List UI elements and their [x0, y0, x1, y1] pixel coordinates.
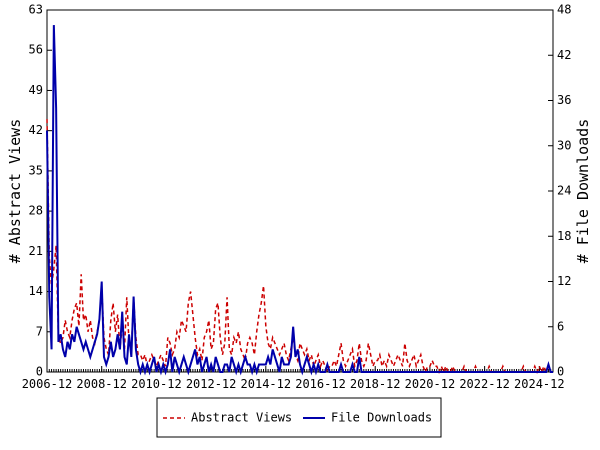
x-tick-label: 2006-12 — [22, 377, 73, 391]
y-tick-label: 14 — [29, 284, 43, 298]
y2-axis-title: # File Downloads — [574, 119, 592, 264]
legend-label: File Downloads — [331, 411, 432, 425]
x-tick-label: 2014-12 — [241, 377, 292, 391]
y-tick-label: 63 — [29, 3, 43, 17]
y2-tick-label: 36 — [557, 93, 571, 107]
x-tick-label: 2016-12 — [295, 377, 346, 391]
legend-label: Abstract Views — [191, 411, 292, 425]
y-tick-label: 28 — [29, 204, 43, 218]
y2-tick-label: 12 — [557, 274, 571, 288]
y2-tick-label: 48 — [557, 3, 571, 17]
y2-tick-label: 0 — [557, 365, 564, 379]
y-tick-label: 35 — [29, 163, 43, 177]
y2-tick-label: 30 — [557, 138, 571, 152]
x-tick-label: 2010-12 — [131, 377, 182, 391]
y2-tick-label: 42 — [557, 48, 571, 62]
y-tick-label: 42 — [29, 123, 43, 137]
y-tick-label: 7 — [36, 324, 43, 338]
y-tick-label: 49 — [29, 83, 43, 97]
x-tick-label: 2018-12 — [350, 377, 401, 391]
y-tick-label: 21 — [29, 244, 43, 258]
y2-tick-label: 24 — [557, 184, 571, 198]
legend — [156, 397, 442, 438]
y-tick-label: 0 — [36, 365, 43, 379]
x-tick-label: 2022-12 — [459, 377, 510, 391]
x-tick-label: 2008-12 — [76, 377, 127, 391]
x-tick-label: 2020-12 — [405, 377, 456, 391]
x-tick-label: 2024-12 — [514, 377, 565, 391]
y2-tick-label: 6 — [557, 319, 564, 333]
x-tick-label: 2012-12 — [186, 377, 237, 391]
y-axis-title: # Abstract Views — [6, 119, 24, 264]
series-line — [46, 25, 553, 376]
plot-area — [46, 9, 554, 373]
y2-tick-label: 18 — [557, 229, 571, 243]
y-tick-label: 56 — [29, 43, 43, 57]
